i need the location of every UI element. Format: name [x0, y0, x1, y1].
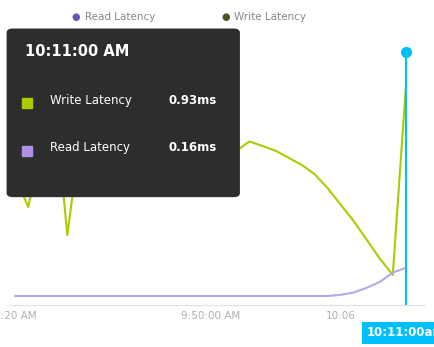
- Text: 0.93ms: 0.93ms: [169, 94, 217, 107]
- Text: Read Latency: Read Latency: [85, 12, 155, 22]
- Text: 0.16ms: 0.16ms: [169, 142, 217, 154]
- Text: 10:11:00 AM: 10:11:00 AM: [25, 44, 130, 59]
- Text: ●: ●: [72, 12, 80, 22]
- Text: 10:11:00am: 10:11:00am: [366, 327, 434, 339]
- Text: ●: ●: [221, 12, 230, 22]
- Text: Write Latency: Write Latency: [234, 12, 306, 22]
- Text: Read Latency: Read Latency: [50, 142, 130, 154]
- Text: Write Latency: Write Latency: [50, 94, 132, 107]
- FancyBboxPatch shape: [7, 28, 240, 197]
